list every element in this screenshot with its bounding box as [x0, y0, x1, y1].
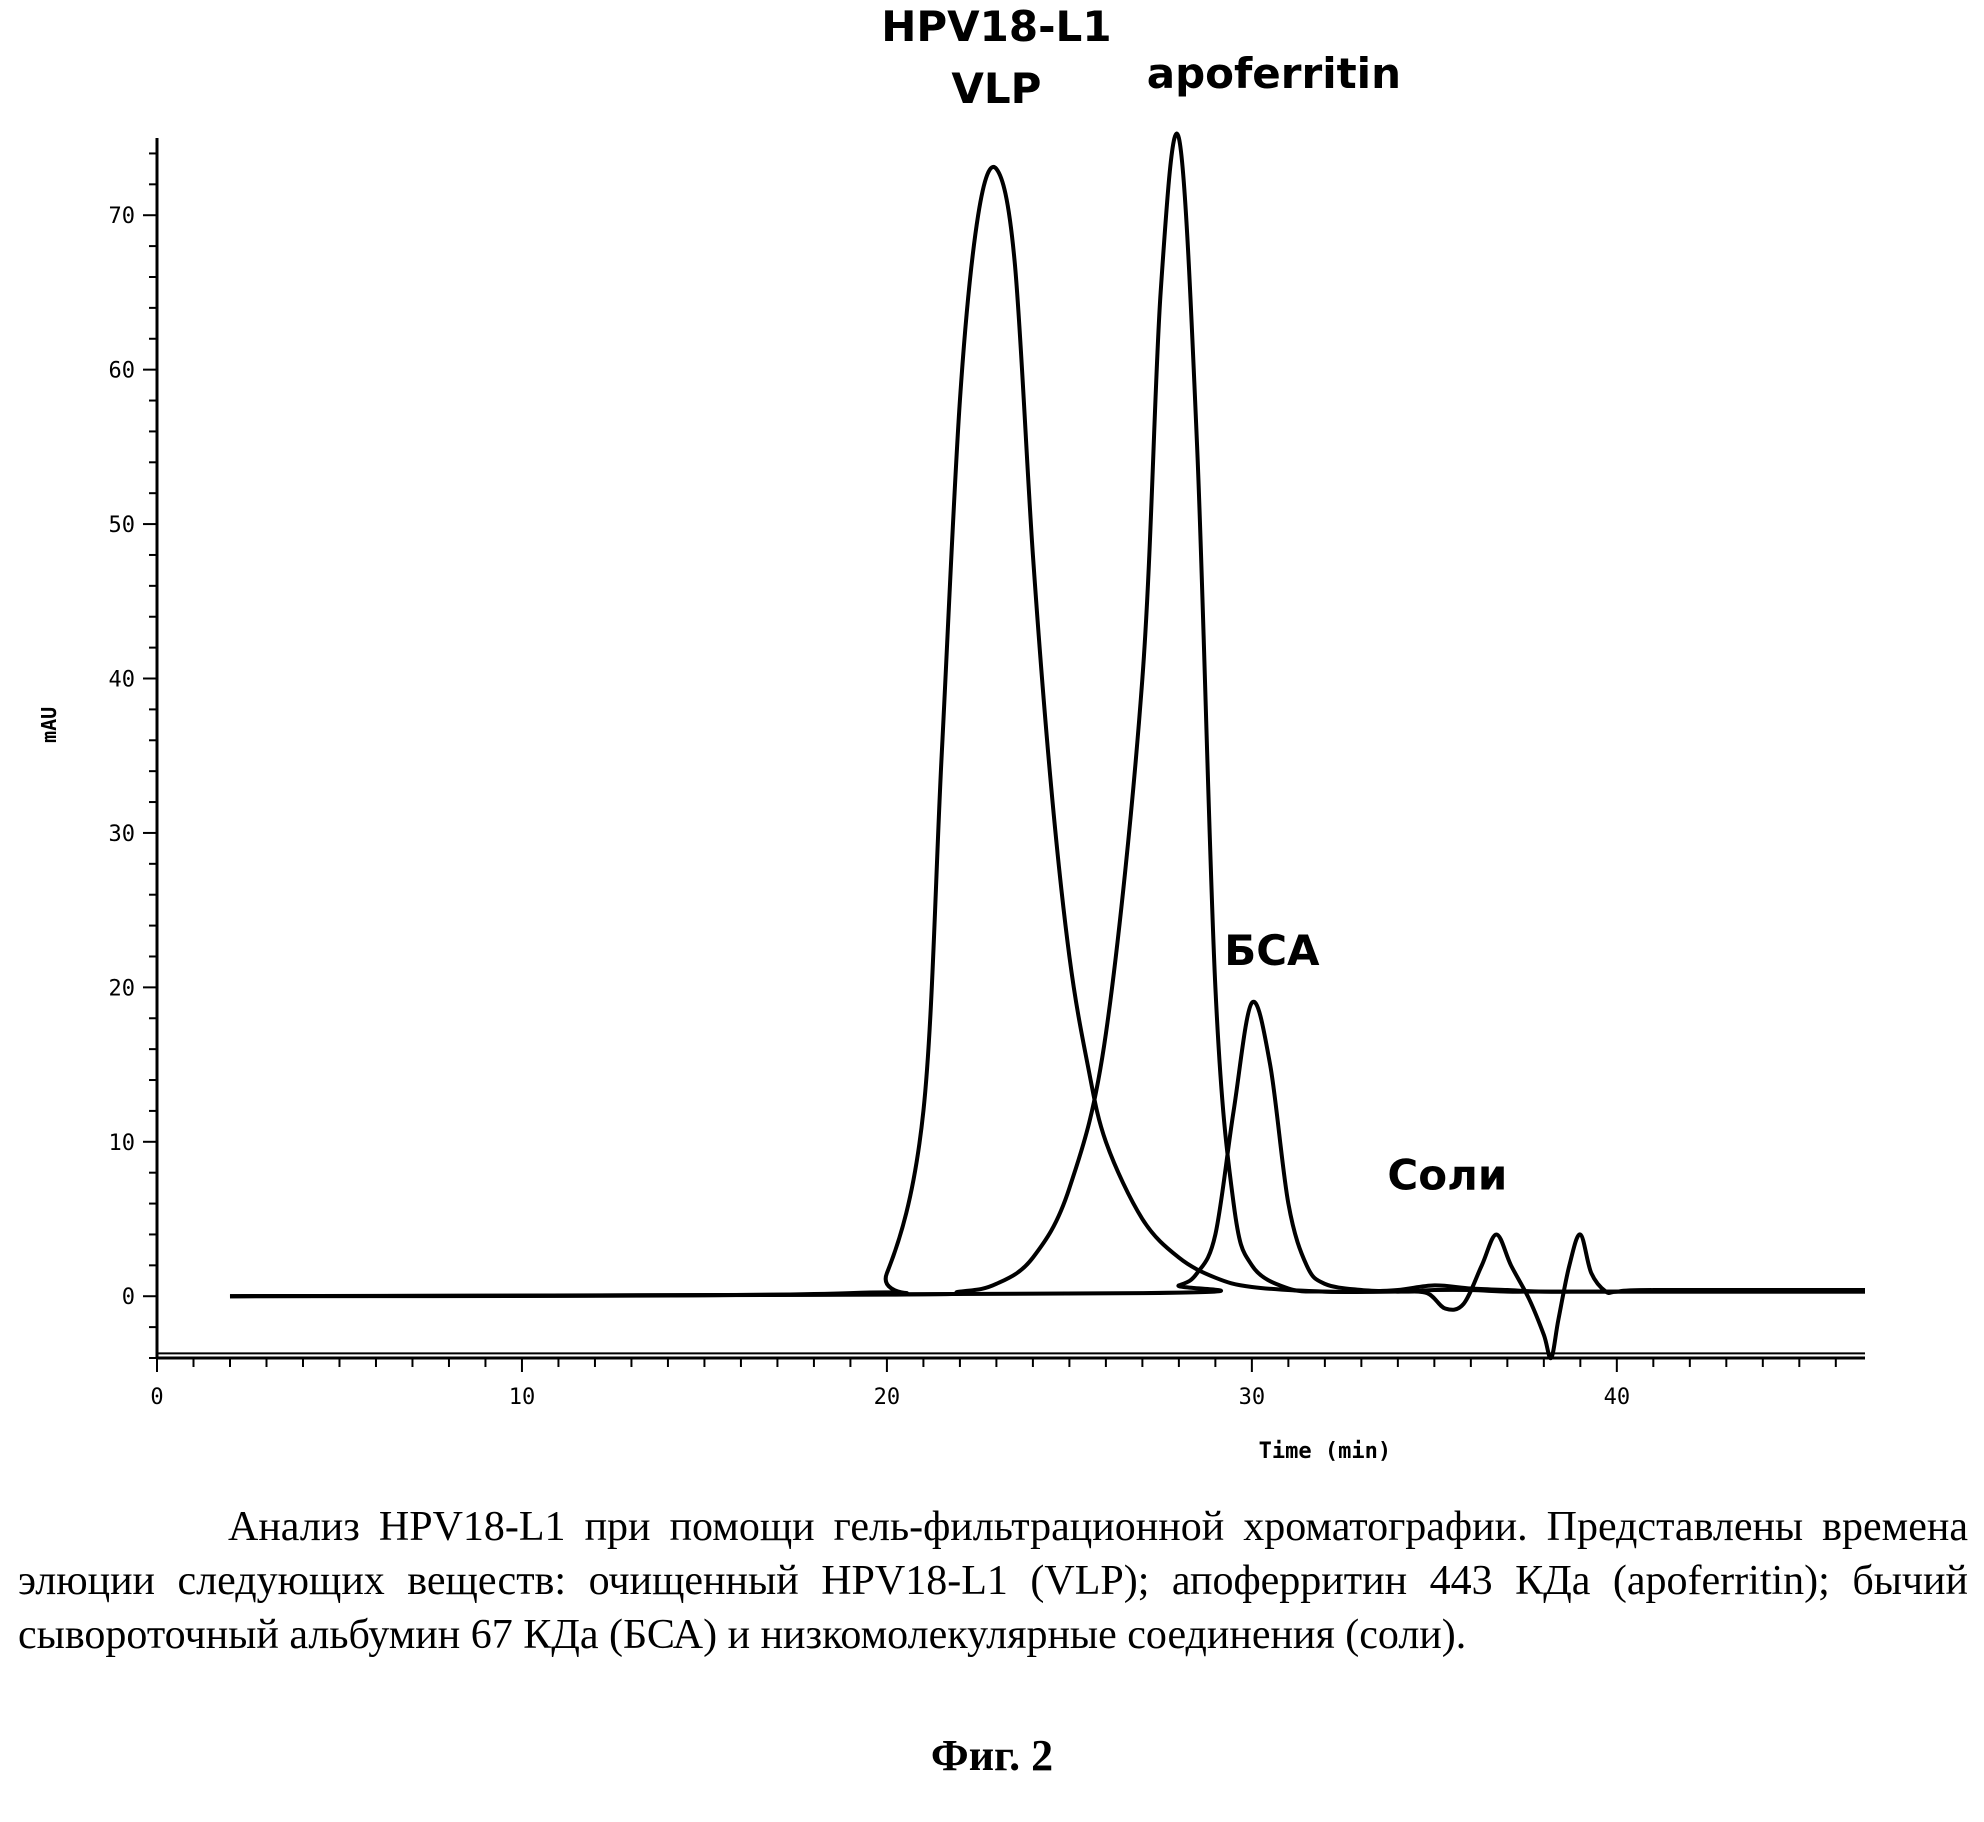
x-tick-label: 40 [1604, 1385, 1631, 1410]
peak-label: VLP [951, 64, 1041, 113]
figure-caption: Анализ HPV18-L1 при помощи гель-фильтрац… [18, 1500, 1968, 1662]
y-axis-title: mAU [37, 707, 61, 743]
y-tick-label: 20 [109, 976, 136, 1001]
peak-label: HPV18-L1 [881, 2, 1111, 51]
x-tick-label: 10 [509, 1385, 536, 1410]
series-line-3 [230, 1002, 1865, 1359]
y-tick-label: 40 [109, 668, 136, 693]
y-tick-label: 10 [109, 1131, 136, 1156]
chart-series [230, 134, 1865, 1359]
x-tick-label: 20 [874, 1385, 901, 1410]
x-tick-label: 30 [1239, 1385, 1266, 1410]
x-axis-title: Time (min) [1259, 1439, 1391, 1464]
figure-number: Фиг. 2 [0, 1730, 1984, 1781]
peak-label: Соли [1387, 1150, 1507, 1199]
y-tick-label: 50 [109, 513, 136, 538]
y-tick-label: 30 [109, 822, 136, 847]
peak-label: БСА [1224, 926, 1320, 975]
peak-labels: HPV18-L1 VLP apoferritin БСА Соли [881, 2, 1507, 1200]
y-tick-label: 70 [109, 204, 136, 229]
y-tick-label: 0 [122, 1285, 135, 1310]
caption-text: Анализ HPV18-L1 при помощи гель-фильтрац… [18, 1504, 1968, 1658]
chromatogram-chart: 0 10 20 30 40 0 10 20 30 40 50 60 70 Time (min) mAU HP… [0, 0, 1984, 1480]
peak-label: apoferritin [1147, 49, 1401, 98]
series-line-2 [230, 134, 1865, 1297]
series-line-1 [230, 167, 1865, 1296]
y-tick-label: 60 [109, 359, 136, 384]
x-tick-label: 0 [150, 1385, 163, 1410]
